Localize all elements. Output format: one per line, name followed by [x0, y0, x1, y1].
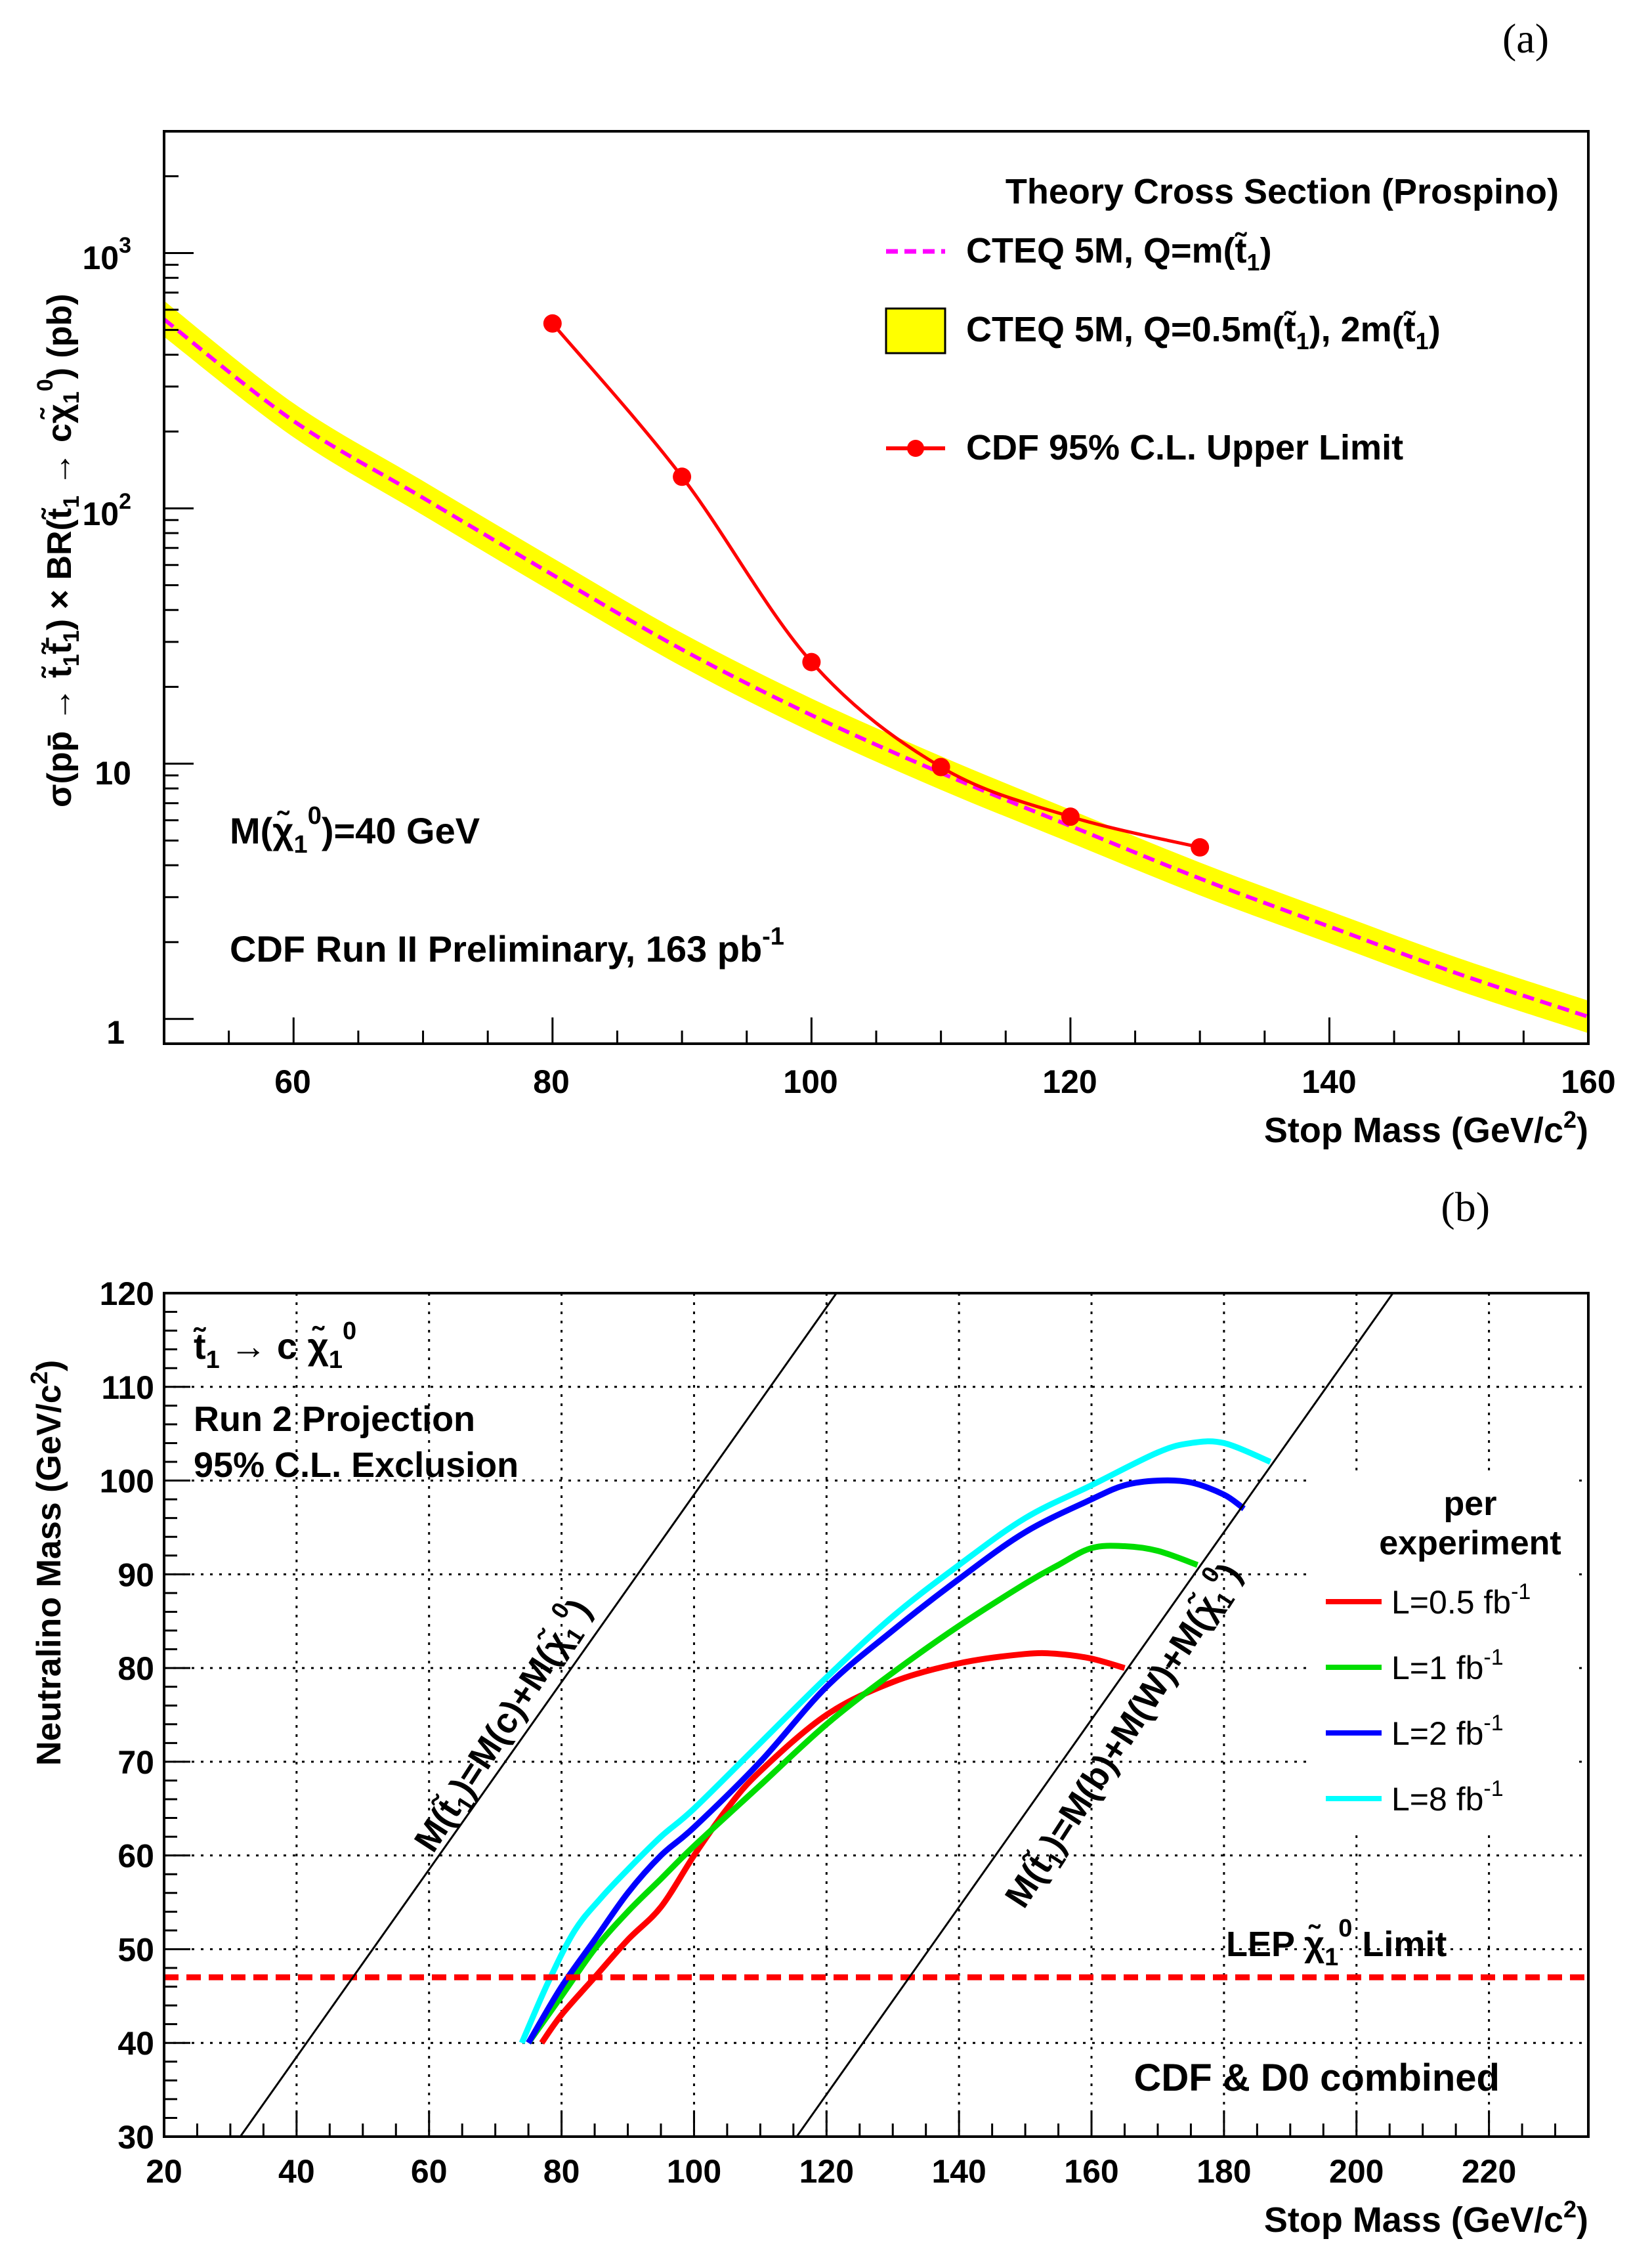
- a-x-tick-label: 60: [274, 1063, 311, 1100]
- b-y-tick-label: 50: [117, 1931, 154, 1968]
- panel-a-label: (a): [1502, 15, 1549, 62]
- cdf-limit-point: [802, 652, 821, 672]
- b-y-tick-label: 100: [100, 1463, 154, 1500]
- b-x-tick-label: 40: [278, 2153, 315, 2190]
- panel-a-line-layer: [164, 318, 1588, 1019]
- panel-b-frame: [163, 1292, 1590, 2138]
- theory-band: [164, 301, 1588, 1033]
- cdf-limit-point: [673, 467, 692, 486]
- b-x-tick-label: 220: [1462, 2153, 1516, 2190]
- legend-b-background: [1313, 1470, 1575, 1831]
- lep-limit-label: LEP χ̃10 Limit: [1226, 1915, 1447, 1971]
- b-y-tick-label: 110: [101, 1369, 154, 1406]
- a-y-tick-label: 1: [106, 1014, 125, 1051]
- a-x-tick-label: 160: [1561, 1063, 1615, 1100]
- b-x-tick-label: 120: [799, 2153, 854, 2190]
- exclusion-curve: [526, 1477, 1246, 2045]
- cdf-limit-point: [931, 758, 950, 777]
- legend-b-title-per: per: [1444, 1485, 1497, 1523]
- b-y-tick-label: 40: [117, 2025, 154, 2062]
- panel-a-band-layer: [164, 301, 1588, 1033]
- panel-a-x-tick-labels: 60 80 100 120 140 160: [274, 1063, 1616, 1100]
- panel-a-y-tick-labels: 1 10 102 103: [82, 233, 131, 1051]
- annotation-neutralino-mass: M(χ̃10)=40 GeV: [230, 802, 480, 859]
- panel-a-x-axis-title: Stop Mass (GeV/c2): [1264, 1106, 1588, 1150]
- b-y-tick-label: 120: [100, 1275, 154, 1312]
- panel-a-frame: [163, 130, 1590, 1045]
- b-y-tick-label: 90: [117, 1556, 154, 1593]
- cdf-limit-line: [551, 322, 1200, 849]
- panel-a-marker-layer: [543, 314, 1210, 857]
- b-x-tick-label: 100: [667, 2153, 721, 2190]
- b-y-tick-label: 30: [117, 2119, 154, 2156]
- run2-projection-label: Run 2 Projection: [194, 1399, 475, 1439]
- b-x-tick-label: 20: [146, 2153, 182, 2190]
- kinematic-limit-bw-label: M(t̃1)=M(b)+M(W)+M(χ̃10): [990, 1552, 1254, 1917]
- panel-b-label: (b): [1441, 1184, 1490, 1230]
- panel-b: (b) 20 40 60 80 100 120 140 160 180 200 220 30 40 50…: [26, 1184, 1590, 2240]
- kinematic-limit-charm-label: M(t̃1)=M(c)+M(χ̃10): [400, 1587, 603, 1861]
- exclusion-curve: [539, 1650, 1126, 2045]
- b-y-tick-label: 60: [117, 1838, 154, 1875]
- legend-b-title-experiment: experiment: [1379, 1524, 1561, 1562]
- legend-band-swatch: [885, 307, 946, 354]
- annotation-cdf-run: CDF Run II Preliminary, 163 pb-1: [230, 923, 784, 970]
- a-y-tick-label: 102: [82, 489, 131, 532]
- panel-b-x-axis-title: Stop Mass (GeV/c2): [1264, 2196, 1588, 2240]
- a-x-tick-label: 120: [1042, 1063, 1097, 1100]
- a-x-tick-label: 100: [783, 1063, 837, 1100]
- panel-b-legend: per experiment L=0.5 fb-1 L=1 fb-1 L=2 f…: [1313, 1470, 1575, 1831]
- a-y-tick-label: 10: [95, 755, 131, 792]
- b-x-tick-label: 140: [931, 2153, 986, 2190]
- a-x-tick-label: 140: [1302, 1063, 1356, 1100]
- decay-label: t̃1 → c χ̃10: [193, 1317, 356, 1374]
- panel-b-axis-ticks: [163, 1292, 1590, 2138]
- panel-a: (a) 60 80 100 120 140 160 1 10 102 103 S…: [33, 15, 1616, 1150]
- cdf-limit-point: [1191, 838, 1210, 857]
- legend-entry-cteq-band: CTEQ 5M, Q=0.5m(t̃1), 2m(t̃1): [966, 310, 1441, 354]
- b-y-tick-label: 80: [117, 1650, 154, 1687]
- panel-b-x-tick-labels: 20 40 60 80 100 120 140 160 180 200 220: [146, 2153, 1516, 2190]
- kinematic-limit-line: [795, 1293, 1394, 2137]
- b-x-tick-label: 180: [1197, 2153, 1251, 2190]
- panel-b-line-layer: [164, 1293, 1588, 2137]
- b-x-tick-label: 60: [411, 2153, 448, 2190]
- theory-central-line: [164, 318, 1588, 1019]
- exclusion-curve: [519, 1438, 1272, 2045]
- panel-b-y-axis-title: Neutralino Mass (GeV/c2): [26, 1360, 68, 1766]
- panel-a-axis-ticks: [163, 130, 1590, 1044]
- cdf-limit-point: [543, 314, 562, 333]
- legend-title: Theory Cross Section (Prospino): [1006, 172, 1559, 211]
- cdf-limit-point: [1061, 807, 1080, 826]
- b-x-tick-label: 160: [1064, 2153, 1118, 2190]
- legend-limit-marker-swatch: [907, 440, 924, 457]
- a-x-tick-label: 80: [533, 1063, 570, 1100]
- b-x-tick-label: 80: [543, 2153, 580, 2190]
- legend-b-entry-0.5: L=0.5 fb-1: [1391, 1579, 1531, 1621]
- kinematic-limit-line: [239, 1293, 837, 2137]
- exclusion-curve: [526, 1543, 1199, 2045]
- legend-entry-cteq-central: CTEQ 5M, Q=m(t̃1): [966, 231, 1272, 276]
- cdf-d0-label: CDF & D0 combined: [1134, 2057, 1500, 2099]
- panel-a-legend: Theory Cross Section (Prospino) CTEQ 5M,…: [885, 172, 1559, 467]
- a-y-tick-label: 103: [82, 233, 131, 276]
- b-x-tick-label: 200: [1329, 2153, 1384, 2190]
- panel-b-y-tick-labels: 30 40 50 60 70 80 90 100 110 120: [100, 1275, 154, 2156]
- legend-entry-limit: CDF 95% C.L. Upper Limit: [966, 428, 1403, 467]
- exclusion-label: 95% C.L. Exclusion: [194, 1445, 519, 1485]
- panel-a-y-axis-title: σ(pp̄ → t̃1t̃̄1) × BR(t̃1 → cχ̃10) (pb): [33, 293, 84, 807]
- b-y-tick-label: 70: [117, 1744, 154, 1781]
